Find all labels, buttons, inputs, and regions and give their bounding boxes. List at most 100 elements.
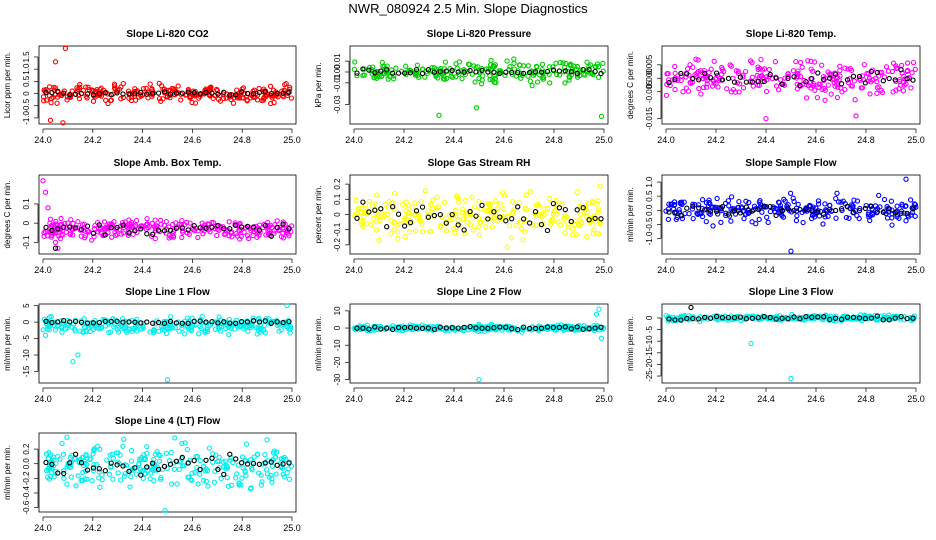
data-point	[707, 315, 714, 321]
data-point	[715, 84, 721, 90]
data-point	[152, 235, 158, 242]
data-point	[695, 57, 701, 63]
data-point	[383, 69, 389, 75]
data-point	[202, 320, 208, 326]
data-point	[76, 95, 83, 102]
data-point	[894, 203, 900, 209]
data-point	[592, 68, 598, 75]
data-point	[850, 209, 857, 215]
data-point	[126, 230, 132, 236]
data-point	[763, 88, 770, 95]
data-point	[889, 68, 895, 75]
data-point	[565, 69, 571, 75]
data-point	[452, 230, 458, 236]
data-point	[755, 315, 761, 321]
data-point	[534, 64, 540, 70]
data-point	[844, 203, 851, 210]
data-point	[550, 211, 556, 217]
data-point	[868, 315, 875, 321]
data-point	[419, 70, 426, 77]
data-point	[174, 481, 180, 487]
data-point	[40, 178, 46, 184]
data-point	[403, 63, 409, 69]
data-point	[874, 90, 880, 96]
data-point	[368, 222, 374, 228]
data-point	[274, 218, 280, 224]
data-point	[486, 66, 492, 72]
x-tick-label: 24.2	[395, 265, 413, 275]
data-point	[510, 209, 516, 215]
data-point	[761, 78, 767, 85]
data-point	[437, 68, 443, 75]
x-tick-label: 24.2	[84, 523, 102, 533]
data-point	[250, 318, 257, 324]
data-point	[262, 330, 268, 336]
data-point	[182, 440, 188, 446]
data-point	[84, 467, 91, 473]
data-point	[202, 329, 208, 336]
data-point	[532, 209, 539, 215]
data-point	[48, 313, 54, 320]
data-point	[763, 115, 769, 122]
panel-title: Slope Gas Stream RH	[428, 158, 531, 169]
data-point	[704, 81, 710, 87]
data-point	[506, 67, 512, 73]
data-point	[793, 75, 800, 81]
data-point	[68, 474, 74, 480]
data-point	[749, 79, 755, 85]
data-point	[485, 216, 491, 222]
data-point	[438, 65, 444, 72]
data-point	[575, 222, 582, 228]
x-tick-label: 24.8	[545, 265, 563, 275]
data-point	[243, 441, 250, 447]
data-point	[729, 315, 735, 321]
data-point	[221, 231, 227, 238]
data-point	[497, 70, 503, 77]
data-point	[688, 304, 694, 311]
data-point	[273, 471, 279, 477]
data-point	[790, 68, 797, 74]
data-point	[78, 226, 85, 233]
data-point	[904, 315, 910, 322]
data-point	[185, 89, 191, 95]
data-point	[449, 325, 455, 331]
data-point	[743, 204, 750, 210]
data-point	[774, 206, 781, 212]
data-point	[553, 197, 559, 204]
data-point	[161, 463, 168, 470]
data-point	[114, 462, 120, 468]
data-point	[197, 471, 203, 477]
data-point	[740, 74, 746, 80]
data-point	[459, 75, 465, 82]
data-point	[453, 225, 459, 231]
data-point	[504, 58, 510, 64]
data-point	[234, 87, 240, 93]
data-point	[179, 228, 186, 234]
data-point	[821, 314, 827, 320]
data-point	[204, 326, 211, 333]
data-point	[723, 212, 729, 219]
data-point	[83, 461, 90, 468]
data-point	[791, 314, 797, 320]
data-point	[61, 90, 67, 96]
data-point	[55, 319, 61, 325]
data-point	[578, 67, 584, 73]
data-point	[832, 70, 838, 76]
data-point	[912, 202, 919, 208]
data-point	[534, 202, 540, 208]
data-point	[235, 462, 241, 468]
data-point	[132, 228, 138, 234]
data-point	[672, 210, 678, 216]
data-point	[75, 352, 81, 358]
data-point	[515, 326, 521, 333]
data-point	[520, 324, 527, 330]
data-point	[690, 75, 696, 82]
data-point	[874, 209, 880, 215]
data-point	[157, 452, 163, 459]
data-point	[473, 69, 479, 75]
y-tick-label: 0	[22, 91, 31, 96]
plot-frame	[38, 174, 297, 255]
data-point	[168, 314, 174, 320]
data-point	[407, 324, 414, 331]
data-point	[407, 322, 413, 328]
